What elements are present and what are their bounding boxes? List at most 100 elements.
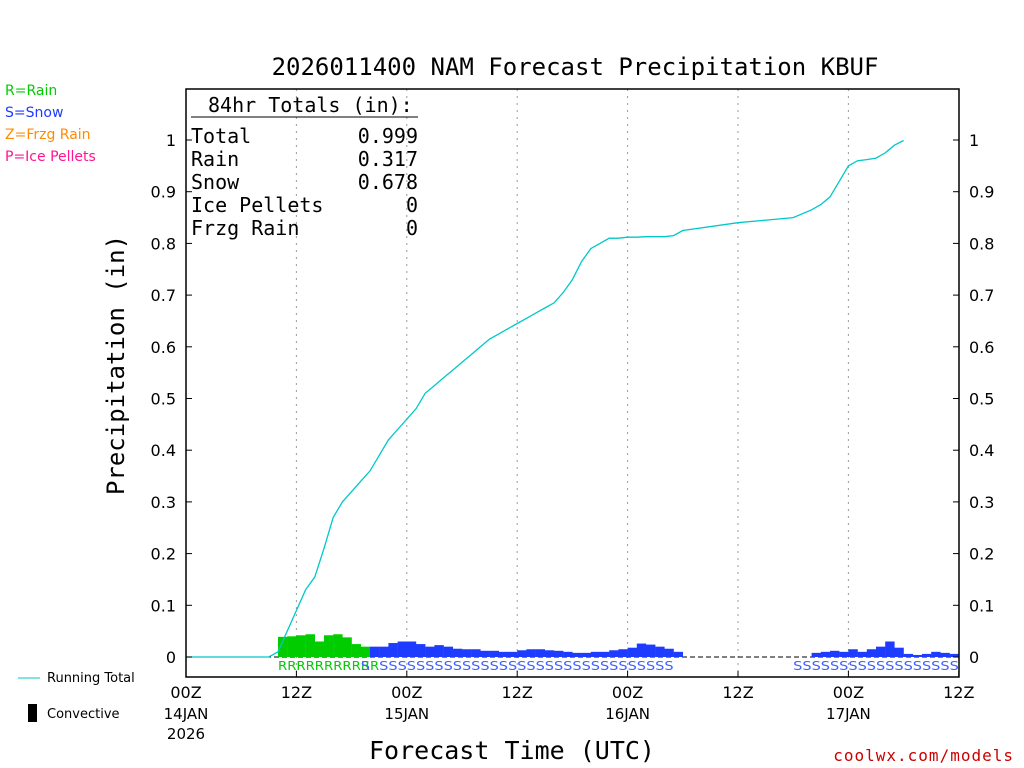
rain-bar-15 [324, 635, 334, 657]
snow-bar-31 [471, 649, 481, 657]
legend-rain: R=Rain [5, 83, 58, 99]
totals-label: Frzg Rain [191, 216, 299, 240]
x-tick-label: 00Z [170, 683, 201, 702]
y-tick-label-left: 0 [166, 648, 176, 667]
y-tick-label-right: 0.4 [969, 441, 994, 460]
snow-bar-79 [912, 654, 923, 657]
snow-bar-39 [544, 650, 555, 657]
totals-header: 84hr Totals (in): [208, 93, 413, 117]
snow-bar-53 [673, 651, 683, 657]
convective-legend-label: Convective [47, 707, 120, 722]
snow-bar-49 [636, 643, 647, 657]
snow-bar-74 [866, 649, 877, 657]
x-axis-label: Forecast Time (UTC) [369, 736, 655, 765]
totals-value: 0.678 [358, 170, 418, 194]
y-tick-label-left: 0.1 [151, 596, 176, 615]
snow-bar-45 [600, 651, 610, 657]
snow-bar-83 [949, 653, 959, 657]
y-tick-label-left: 0.6 [151, 338, 176, 357]
snow-bar-22 [388, 643, 398, 657]
snow-bar-51 [655, 646, 665, 657]
totals-label: Ice Pellets [191, 193, 323, 217]
snow-bar-78 [903, 653, 913, 657]
y-axis-label: Precipitation (in) [102, 235, 130, 495]
axes: 0 00.1 0.10.2 0.20.3 0.30.4 0.40.5 0.50.6 0.60.… [151, 88, 994, 743]
rain-bar-11 [287, 636, 297, 657]
ptype-marker-rain: R [370, 659, 379, 673]
snow-bar-43 [581, 652, 591, 657]
snow-bar-26 [425, 646, 435, 657]
snow-bar-52 [664, 648, 674, 657]
snow-bar-81 [931, 651, 941, 657]
snow-bar-68 [811, 652, 821, 657]
x-tick-label: 00Z [833, 683, 864, 702]
snow-bar-36 [517, 650, 527, 657]
ptype-marker-snow: SSSSSSSSSSSSSSSSSSSSSSSSSSSSSSSS [379, 659, 673, 673]
snow-bar-41 [563, 651, 573, 657]
x-tick-date: 15JAN [384, 705, 429, 723]
snow-bar-25 [416, 644, 426, 657]
y-tick-label-left: 0.7 [151, 286, 176, 305]
snow-bar-44 [590, 651, 601, 657]
y-tick-label-right: 0.7 [969, 286, 994, 305]
snow-bar-46 [609, 650, 619, 657]
totals-value: 0.317 [358, 147, 418, 171]
snow-bar-70 [830, 650, 840, 657]
running-total-line [186, 139, 904, 658]
snow-bar-30 [462, 649, 472, 657]
snow-bar-72 [848, 649, 858, 657]
totals-value: 0 [406, 216, 418, 240]
y-tick-label-left: 0.4 [151, 441, 176, 460]
snow-bar-32 [480, 650, 490, 657]
snow-bar-42 [572, 652, 582, 657]
snow-bar-23 [397, 641, 407, 657]
y-tick-label-right: 0.8 [969, 234, 994, 253]
y-tick-label-right: 0.9 [969, 183, 994, 202]
x-tick-year: 2026 [167, 725, 205, 743]
y-tick-label-right: 0.3 [969, 493, 994, 512]
credit-link[interactable]: coolwx.com/models [833, 746, 1014, 765]
y-tick-label-left: 0.9 [151, 183, 176, 202]
snow-bar-47 [618, 649, 628, 657]
rain-bar-14 [314, 641, 325, 657]
totals-value: 0.999 [358, 124, 418, 148]
x-tick-label: 00Z [612, 683, 643, 702]
plot-frame [185, 88, 960, 678]
y-tick-label-left: 0.8 [151, 234, 176, 253]
snow-bar-20 [370, 646, 380, 657]
rain-bar-19 [360, 646, 371, 657]
snow-bar-50 [646, 644, 656, 657]
snow-bar-73 [857, 651, 867, 657]
ptype-marker-snow: S [361, 659, 370, 673]
y-tick-label-right: 0 [969, 648, 979, 667]
snow-bar-24 [406, 641, 417, 657]
snow-bar-76 [885, 641, 895, 657]
snow-bar-48 [627, 647, 637, 657]
y-tick-label-right: 0.5 [969, 390, 994, 409]
snow-bar-21 [379, 646, 389, 657]
y-tick-label-left: 0.5 [151, 390, 176, 409]
y-tick-label-right: 0.1 [969, 596, 994, 615]
snow-bar-29 [452, 648, 463, 657]
rain-bar-10 [278, 636, 288, 657]
snow-bar-27 [434, 645, 444, 657]
x-tick-label: 12Z [281, 683, 312, 702]
rain-bar-17 [342, 637, 352, 657]
snow-bar-37 [526, 649, 536, 657]
rain-bar-18 [351, 644, 361, 657]
x-tick-label: 00Z [391, 683, 422, 702]
y-tick-label-right: 0.2 [969, 545, 994, 564]
rain-bar-16 [333, 634, 343, 657]
ptype-marker-snow: SSSSSSSSSSSSSSSSSS [793, 659, 959, 673]
snow-bar-38 [535, 649, 545, 657]
x-tick-date: 14JAN [164, 705, 209, 723]
x-tick-label: 12Z [943, 683, 974, 702]
snow-bar-69 [820, 651, 831, 657]
x-tick-label: 12Z [502, 683, 533, 702]
y-tick-label-right: 0.6 [969, 338, 994, 357]
y-tick-label-left: 0.2 [151, 545, 176, 564]
running-total-series [186, 139, 904, 658]
snow-bar-34 [498, 651, 509, 657]
grid-lines [186, 89, 959, 677]
